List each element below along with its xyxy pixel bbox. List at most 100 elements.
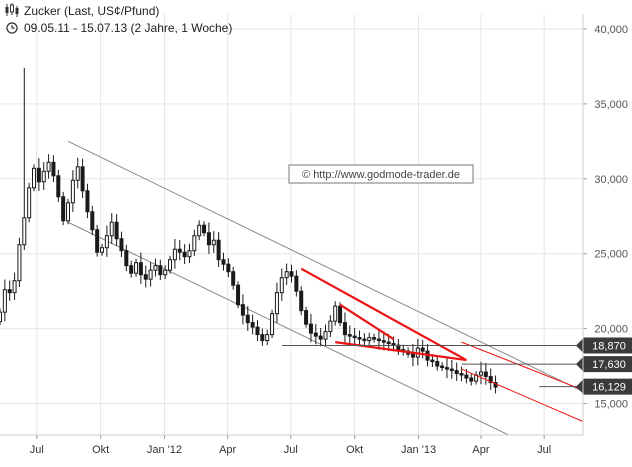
trend-channel [67,140,583,435]
candle-body [95,229,100,253]
red-channel-line [461,341,583,391]
candlestick-series [0,67,498,394]
candle-body [294,275,299,292]
y-tick-label: 40,000 [594,24,628,36]
candle-body [333,305,338,322]
candle-body [36,167,41,183]
candle-body [182,251,187,258]
candle-body [46,161,51,172]
candle-body [12,280,17,294]
candle-body [367,337,372,342]
candle-body [240,304,245,316]
candle-body [158,265,163,276]
candle-body [17,244,22,282]
candle-body [41,170,46,183]
x-tick-label: Okt [346,444,363,456]
candle-body [391,343,396,346]
candle-body [187,250,192,258]
candle-body [323,331,328,340]
candle-body [177,248,182,253]
x-tick-label: Okt [92,444,109,456]
candle-body [90,211,95,231]
level-label: 18,870 [592,341,626,353]
candle-body [381,340,386,343]
y-tick-label: 20,000 [594,324,628,336]
candle-body [444,367,449,370]
clock-icon [6,22,18,34]
candle-body [478,371,483,376]
candle-body [216,239,221,261]
candle-body [464,374,469,379]
x-tick-label: Jan '12 [147,444,182,456]
candle-body [279,277,284,294]
candle-body [172,248,177,261]
candle-body [265,334,270,342]
candle-body [129,265,134,274]
candle-body [197,224,202,237]
level-label-box [576,378,632,395]
y-tick-label: 30,000 [594,174,628,186]
candle-body [338,305,343,324]
candle-body [27,187,32,219]
candle-body [245,314,250,324]
candle-body [454,370,459,375]
level-label: 17,630 [592,359,626,371]
candle-body [308,323,313,334]
candle-body [70,179,75,204]
candle-body [153,265,158,271]
candle-body [119,238,124,252]
candle-body [328,320,333,333]
candle-body [386,341,391,345]
y-tick-label: 15,000 [594,399,628,411]
candle-body [410,353,415,358]
candle-body [250,322,255,328]
candle-body [163,269,168,276]
y-tick-label: 25,000 [594,249,628,261]
candle-body [32,167,37,189]
candle-body [352,335,357,339]
candle-body [22,217,27,246]
candle-body [61,196,66,222]
candle-body [362,338,367,342]
candle-body [202,224,207,234]
candle-body [299,290,304,312]
red-trendlines [300,267,583,422]
candle-body [347,334,352,337]
red-trendline [300,267,467,362]
channel-line [67,221,510,435]
candle-body [80,166,85,192]
candle-body [270,313,275,336]
candle-body [7,289,12,294]
candle-body [313,332,318,337]
candle-body [488,376,493,384]
level-label: 16,129 [592,382,626,394]
x-tick-label: Apr [219,444,236,456]
x-axis: Jul Okt Jan '12 Apr Jul Okt Jan '13 Apr Jul [30,435,551,456]
candle-body [284,271,289,279]
candle-body [459,373,464,376]
candle-body [2,289,7,313]
candle-body [124,250,129,267]
candle-body [376,338,381,342]
x-tick-label: Jul [537,444,551,456]
watermark-box [288,164,474,184]
level-label-box [576,356,632,373]
candlestick-icon [5,3,19,17]
watermark-text: © http://www.godmode-trader.de [302,169,460,181]
candle-body [100,247,105,253]
candle-body [211,239,216,246]
candle-body [318,335,323,340]
candle-body [304,310,309,325]
candle-body [483,371,488,378]
candle-body [148,269,153,280]
y-axis: 15,000 20,000 25,000 30,000 35,000 40,000 [583,24,628,411]
candle-body [56,175,61,198]
candle-body [372,337,377,340]
candle-body [469,377,474,382]
candle-body [342,322,347,336]
candle-body [192,235,197,252]
candle-body [134,262,139,274]
candle-body [85,190,90,213]
